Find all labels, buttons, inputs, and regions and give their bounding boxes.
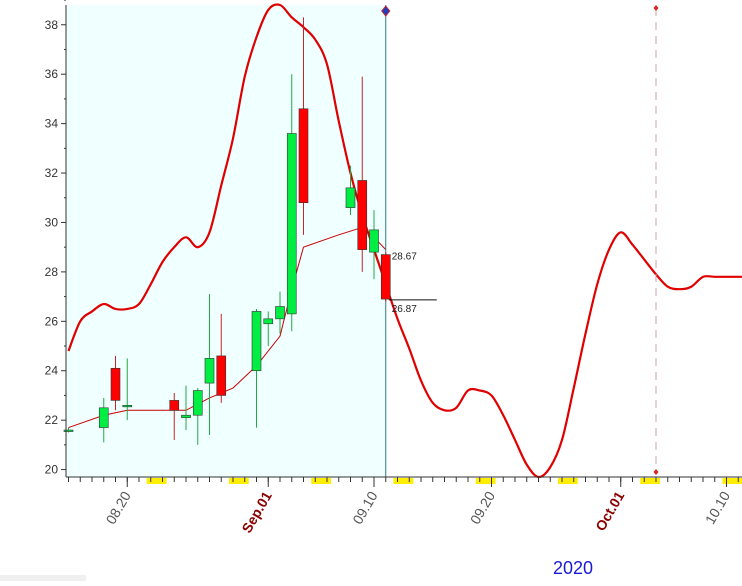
candle-body-up: [182, 415, 191, 417]
candle-body-up: [346, 188, 355, 208]
weekend-marker: [147, 478, 167, 484]
marker-top-icon: [654, 5, 659, 11]
y-tick-label: 32: [45, 166, 59, 180]
y-tick-label: 30: [45, 215, 59, 229]
weekend-marker: [640, 478, 660, 484]
close-price-label: 26.87: [392, 304, 417, 315]
x-tick-label: 09.10: [349, 488, 380, 527]
weekend-marker: [723, 478, 742, 484]
weekend-marker: [311, 478, 331, 484]
candle-body-up: [99, 408, 108, 428]
y-tick-label: 34: [45, 117, 59, 131]
candle-body-up: [123, 405, 132, 407]
candle-body-down: [170, 400, 179, 410]
weekend-marker: [558, 478, 578, 484]
weekend-marker: [229, 478, 249, 484]
candle-body-up: [64, 430, 73, 432]
x-tick-label: 08.20: [102, 488, 133, 527]
candle-body-down: [299, 109, 308, 203]
marker-bottom-icon: [654, 469, 659, 475]
month-tick-label: Oct.01: [592, 488, 627, 533]
y-tick-label: 28: [45, 265, 59, 279]
x-tick-label: 09.20: [467, 488, 498, 527]
candle-body-down: [381, 255, 390, 299]
x-tick-label: 10.10: [702, 488, 733, 527]
highlight-region: [66, 5, 386, 477]
candle-body-down: [358, 180, 367, 249]
candle[interactable]: [381, 252, 390, 301]
candle-body-up: [252, 311, 261, 370]
labels-layer: 28.67 26.87: [389, 251, 437, 314]
y-tick-label: 36: [45, 67, 59, 81]
candle-body-up: [276, 306, 285, 318]
background-layer: [66, 5, 386, 477]
weekend-marker: [394, 478, 414, 484]
y-tick-label: 20: [45, 463, 59, 477]
candle-body-up: [193, 391, 202, 416]
candle-body-down: [217, 356, 226, 396]
y-tick-label: 24: [45, 364, 59, 378]
y-tick-label: 26: [45, 314, 59, 328]
weekend-marker: [476, 478, 496, 484]
month-tick-label: Sep.01: [238, 488, 275, 535]
footer-band: [0, 575, 86, 581]
y-tick-label: 38: [45, 18, 59, 32]
candle-body-up: [287, 134, 296, 314]
candle-body-down: [111, 368, 120, 400]
candle-body-up: [264, 319, 273, 324]
open-price-label: 28.67: [392, 251, 417, 262]
candle-body-up: [205, 358, 214, 383]
year-label: 2020: [553, 558, 593, 579]
y-tick-label: 22: [45, 413, 59, 427]
candle-body-up: [370, 230, 379, 252]
